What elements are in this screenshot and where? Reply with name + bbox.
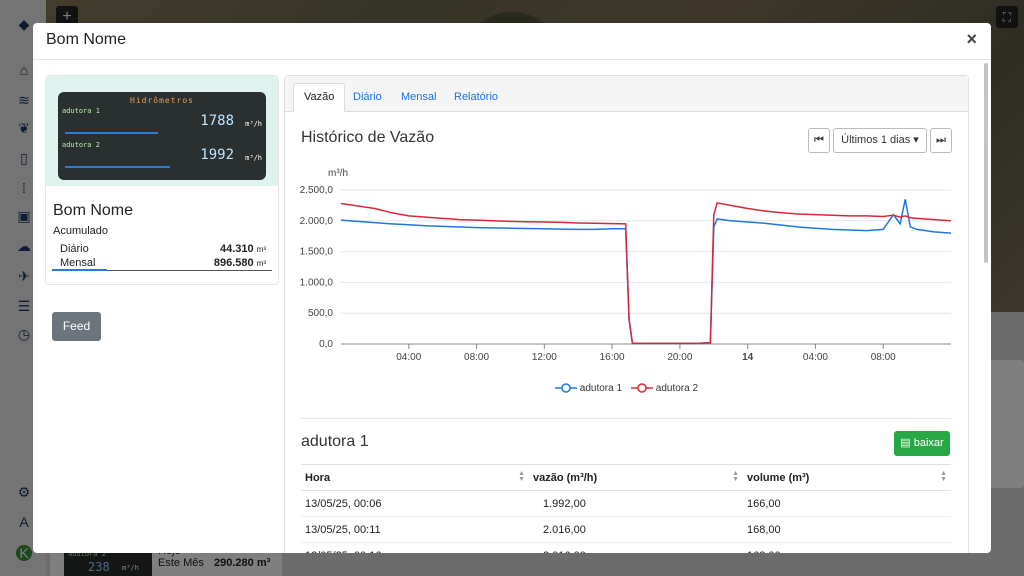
readings-table: Hora ▲ ▼ vazão (m³/h) ▲ ▼ volume (m³) ▲ ▼ 13/0…	[301, 464, 951, 553]
table-row: 13/05/25, 00:16 2.016,00 168,00	[301, 542, 951, 553]
divider	[301, 418, 951, 419]
legend-label: adutora 1	[579, 383, 623, 394]
meter-row-bar	[65, 132, 159, 134]
cell-vazao: 2.016,00	[529, 516, 743, 543]
chart-title: Histórico de Vazão	[301, 129, 435, 146]
modal-header: Bom Nome ×	[33, 23, 991, 60]
column-header-vazao[interactable]: vazão (m³/h) ▲ ▼	[529, 464, 743, 491]
download-button[interactable]: ▤ baixar	[894, 431, 950, 456]
meter-title: Hidrômetros	[130, 96, 194, 105]
details-card: Vazão Diário Mensal Relatório Histórico …	[284, 75, 969, 553]
sort-icon: ▲ ▼	[518, 470, 525, 483]
site-modal: Bom Nome × Hidrômetros adutora 1 1788 m³…	[33, 23, 991, 553]
x-tick-label: 14	[742, 352, 754, 363]
cell-hora: 13/05/25, 00:06	[301, 490, 529, 517]
x-tick-label: 08:00	[871, 352, 896, 363]
modal-title: Bom Nome	[46, 31, 127, 48]
x-tick-label: 20:00	[667, 352, 692, 363]
caret-down-icon: ▾	[913, 134, 919, 146]
tab-bar: Vazão Diário Mensal Relatório	[285, 76, 968, 112]
cell-volume: 168,00	[743, 542, 951, 553]
legend-item-adutora-1[interactable]: adutora 1	[555, 383, 622, 394]
tab-mensal[interactable]: Mensal	[401, 91, 437, 103]
column-header-volume[interactable]: volume (m³) ▲ ▼	[743, 464, 951, 491]
tab-diario[interactable]: Diário	[353, 91, 382, 103]
monthly-value: 896.580	[213, 257, 254, 269]
cell-hora: 13/05/25, 00:16	[301, 542, 529, 553]
y-tick-label: 500,0	[308, 308, 333, 319]
table-row: 13/05/25, 00:06 1.992,00 166,00	[301, 490, 951, 517]
daily-row: Diário 44.310 m³	[60, 243, 266, 255]
flow-chart: m³/h 0,0 500,0 1.000,0 1.500,0 2.000,0 2.500,0…	[300, 168, 952, 363]
y-tick-label: 1.500,0	[300, 247, 334, 258]
y-tick-label: 2.500,0	[300, 185, 334, 196]
table-row: 13/05/25, 00:11 2.016,00 168,00	[301, 516, 951, 543]
x-tick-label: 04:00	[396, 352, 421, 363]
meter-row-value: 1992	[200, 147, 234, 163]
x-tick-label: 04:00	[803, 352, 828, 363]
legend-item-adutora-2[interactable]: adutora 2	[631, 383, 698, 394]
x-tick-label: 16:00	[600, 352, 625, 363]
legend-label: adutora 2	[655, 383, 699, 394]
meter-panel: Hidrômetros adutora 1 1788 m³/h adutora …	[46, 76, 278, 186]
y-tick-label: 1.000,0	[300, 277, 334, 288]
site-name: Bom Nome	[53, 202, 134, 219]
monthly-bar-track	[52, 270, 272, 271]
daily-value: 44.310	[219, 243, 254, 255]
accumulated-label: Acumulado	[53, 225, 109, 237]
feed-button[interactable]: Feed	[52, 312, 101, 341]
cell-vazao: 1.992,00	[529, 490, 743, 517]
table-title: adutora 1	[301, 433, 369, 450]
y-tick-label: 2.000,0	[300, 216, 334, 227]
y-axis-label: m³/h	[328, 168, 348, 179]
daily-unit: m³	[256, 245, 266, 254]
tab-vazao[interactable]: Vazão	[293, 83, 346, 112]
daily-label: Diário	[60, 243, 89, 255]
close-icon[interactable]: ×	[966, 29, 977, 49]
monthly-bar	[52, 269, 107, 271]
next-period-button[interactable]: ⏭	[930, 128, 952, 153]
cell-vazao: 2.016,00	[529, 542, 743, 553]
download-label: baixar	[913, 437, 944, 449]
period-dropdown[interactable]: Últimos 1 dias ▾	[833, 128, 927, 153]
column-header-hora[interactable]: Hora ▲ ▼	[301, 464, 529, 491]
x-tick-label: 08:00	[464, 352, 489, 363]
series-line-adutora-2	[340, 202, 952, 345]
y-tick-label: 0,0	[319, 339, 333, 350]
sort-icon: ▲ ▼	[732, 470, 739, 483]
cell-hora: 13/05/25, 00:11	[301, 516, 529, 543]
legend-marker-icon	[631, 383, 653, 394]
cell-volume: 168,00	[743, 516, 951, 543]
sort-icon: ▲ ▼	[940, 470, 947, 483]
previous-period-button[interactable]: ⏮	[808, 128, 830, 153]
meter-row-label: adutora 2	[62, 141, 100, 149]
file-icon: ▤	[900, 437, 911, 449]
monthly-label: Mensal	[60, 257, 96, 269]
monthly-unit: m³	[256, 259, 266, 268]
period-dropdown-label: Últimos 1 dias	[841, 134, 911, 146]
meter-row-value: 1788	[200, 113, 234, 129]
hydrometer-display: Hidrômetros adutora 1 1788 m³/h adutora …	[58, 92, 266, 180]
monthly-row: Mensal 896.580 m³	[60, 257, 266, 269]
legend-marker-icon	[555, 383, 577, 394]
meter-row-unit: m³/h	[245, 120, 262, 128]
meter-row-label: adutora 1	[62, 107, 100, 115]
cell-volume: 166,00	[743, 490, 951, 517]
tab-relatorio[interactable]: Relatório	[454, 91, 499, 103]
site-summary-card: Hidrômetros adutora 1 1788 m³/h adutora …	[45, 75, 279, 285]
meter-row-bar	[65, 166, 170, 168]
modal-scrollbar[interactable]	[984, 63, 988, 263]
x-tick-label: 12:00	[532, 352, 557, 363]
meter-row-unit: m³/h	[245, 154, 262, 162]
